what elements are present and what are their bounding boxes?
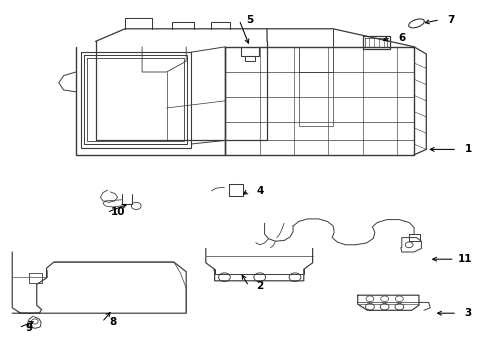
Text: 11: 11 (458, 254, 473, 264)
Text: 9: 9 (26, 323, 33, 333)
Text: 8: 8 (109, 317, 116, 327)
Text: 5: 5 (246, 15, 253, 25)
Text: 2: 2 (256, 281, 263, 291)
Text: 10: 10 (110, 207, 125, 217)
Text: 3: 3 (465, 308, 471, 318)
Text: 4: 4 (256, 186, 264, 196)
Text: 1: 1 (465, 144, 471, 154)
Text: 6: 6 (398, 33, 405, 43)
Text: 7: 7 (447, 15, 455, 25)
